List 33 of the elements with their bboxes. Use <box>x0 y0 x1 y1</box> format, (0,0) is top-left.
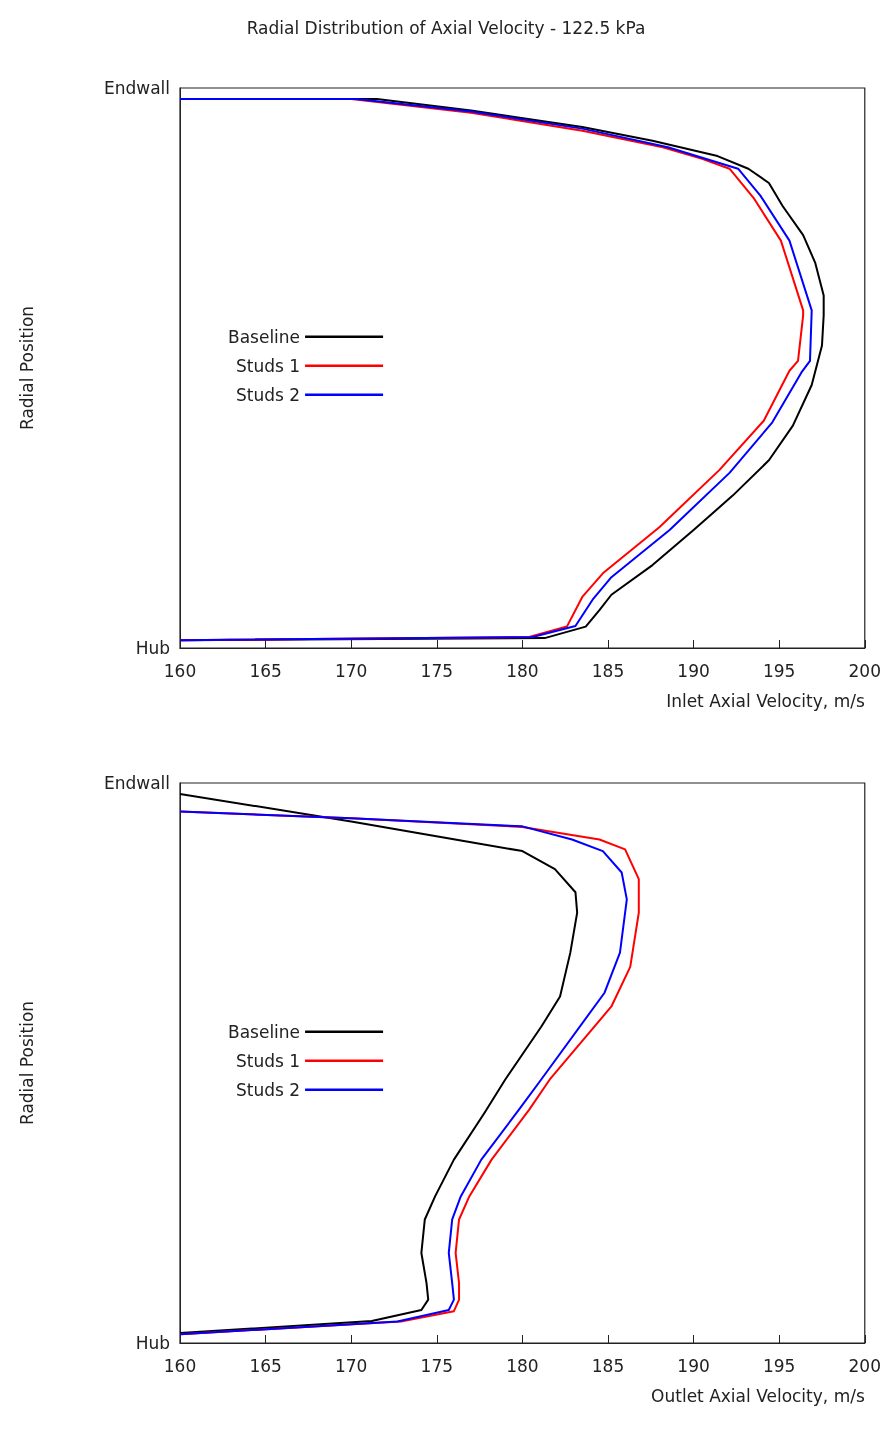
x-tick-label: 180 <box>506 1355 539 1376</box>
x-axis-title: Inlet Axial Velocity, m/s <box>666 690 865 711</box>
x-tick-label: 195 <box>762 660 796 681</box>
x-tick-label: 160 <box>163 660 197 681</box>
text: Hub <box>135 638 170 658</box>
x-tick-label: 200 <box>848 660 881 681</box>
x-tick-label: 160 <box>163 1355 197 1376</box>
x-tick-label: 195 <box>762 1355 796 1376</box>
text: Endwall <box>103 773 170 793</box>
x-axis-title: Outlet Axial Velocity, m/s <box>651 1385 865 1406</box>
x-tick-label: 190 <box>677 660 710 681</box>
text: Endwall <box>103 78 170 98</box>
x-tick-label: 175 <box>420 1355 454 1376</box>
x-tick-label: 180 <box>506 660 539 681</box>
x-tick-label: 165 <box>249 1355 282 1376</box>
legend-label: Studs 2 <box>235 1079 301 1100</box>
legend-label: Baseline <box>228 326 301 347</box>
x-tick-label: 200 <box>848 1355 881 1376</box>
legend-label: Baseline <box>228 1021 301 1042</box>
x-tick-label: 175 <box>420 660 454 681</box>
x-tick-label: 165 <box>249 660 282 681</box>
legend-label: Studs 1 <box>235 1050 301 1071</box>
x-tick-label: 185 <box>591 660 625 681</box>
legend-label: Studs 2 <box>235 384 301 405</box>
text: Hub <box>135 1333 170 1353</box>
x-tick-label: 170 <box>334 660 368 681</box>
x-tick-label: 190 <box>677 1355 710 1376</box>
x-tick-label: 185 <box>591 1355 625 1376</box>
y-axis-title: Radial Position <box>16 1000 37 1126</box>
chart-title: Radial Distribution of Axial Velocity - 122.5 kPa <box>246 17 646 38</box>
y-axis-title: Radial Position <box>16 305 37 431</box>
legend-label: Studs 1 <box>235 355 301 376</box>
x-tick-label: 170 <box>334 1355 368 1376</box>
